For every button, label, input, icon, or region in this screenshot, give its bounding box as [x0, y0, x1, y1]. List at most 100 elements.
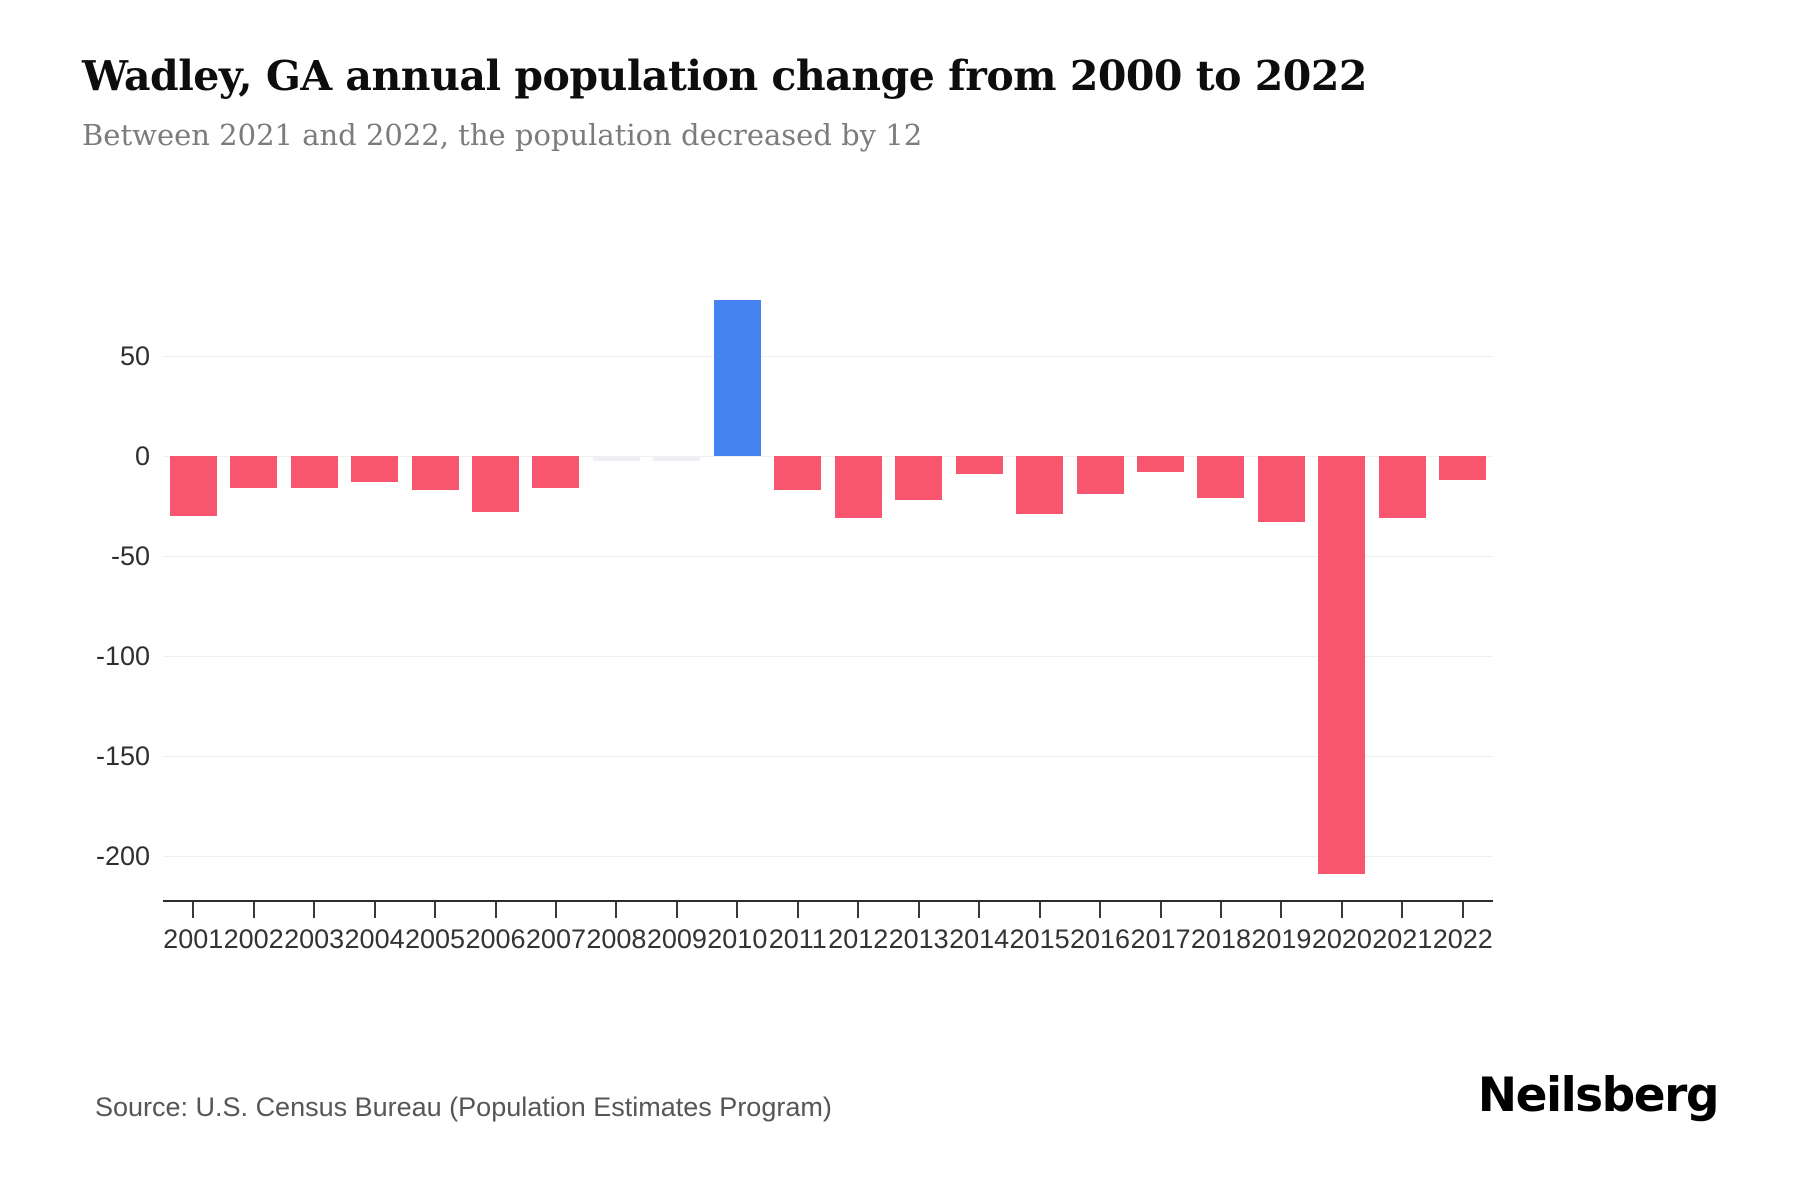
bar-slot-2006 [465, 250, 525, 900]
x-axis-tick [615, 902, 618, 918]
y-axis-label: -200 [95, 841, 150, 871]
x-axis-tick [1401, 902, 1404, 918]
bar-2001[interactable] [169, 456, 217, 516]
x-axis-tick [1461, 902, 1464, 918]
x-axis-label-2008: 2008 [586, 924, 647, 954]
bar-2005[interactable] [411, 456, 459, 490]
x-axis-tick [313, 902, 316, 918]
x-axis-label-2022: 2022 [1432, 924, 1493, 954]
bar-2014[interactable] [955, 456, 1003, 474]
bar-2011[interactable] [774, 456, 822, 490]
bar-2015[interactable] [1016, 456, 1064, 514]
x-axis-label-2004: 2004 [344, 924, 405, 954]
bar-slot-2009 [647, 250, 707, 900]
bar-2006[interactable] [471, 456, 519, 512]
x-axis: 2001 2002 2003 2004 2005 2006 2007 2008 2009 2010… [163, 900, 1493, 960]
bar-slot-2022 [1433, 250, 1493, 900]
y-axis-label: 50 [119, 341, 150, 371]
x-axis-label-2011: 2011 [768, 924, 827, 954]
x-axis-tick [554, 902, 557, 918]
bar-slot-2008 [586, 250, 646, 900]
x-axis-label-2020: 2020 [1311, 924, 1372, 954]
bar-slot-2019 [1251, 250, 1311, 900]
bar-slot-2013 [888, 250, 948, 900]
bar-2019[interactable] [1257, 456, 1305, 522]
bar-2009[interactable] [653, 456, 701, 461]
bar-slot-2014 [949, 250, 1009, 900]
bar-2008[interactable] [592, 456, 640, 461]
bar-2020[interactable] [1318, 456, 1366, 874]
bar-slot-2004 [344, 250, 404, 900]
x-axis-label-2017: 2017 [1130, 924, 1191, 954]
gridline--200 [163, 856, 1493, 857]
x-axis-label-2001: 2001 [163, 924, 224, 954]
bar-slot-2018 [1191, 250, 1251, 900]
x-axis-label-2014: 2014 [949, 924, 1010, 954]
x-axis-label-2012: 2012 [828, 924, 889, 954]
x-axis-label-2005: 2005 [404, 924, 466, 954]
y-axis-label: -50 [110, 541, 150, 571]
bar-slot-2016 [1070, 250, 1130, 900]
bar-2022[interactable] [1439, 456, 1487, 480]
x-axis-tick [373, 902, 376, 918]
bar-slot-2007 [526, 250, 586, 900]
page-subtitle: Between 2021 and 2022, the population de… [82, 118, 923, 152]
x-axis-tick [192, 902, 195, 918]
bar-2007[interactable] [532, 456, 580, 488]
x-axis-label-2006: 2006 [465, 924, 526, 954]
bar-slot-2001 [163, 250, 223, 900]
bar-2010[interactable] [713, 300, 761, 456]
bar-slot-2005 [405, 250, 465, 900]
bar-2012[interactable] [834, 456, 882, 518]
gridline-0 [163, 456, 1493, 457]
x-axis-tick [1340, 902, 1343, 918]
x-axis-tick [252, 902, 255, 918]
bar-2017[interactable] [1136, 456, 1184, 472]
bar-2002[interactable] [230, 456, 278, 488]
x-axis-tick [1038, 902, 1041, 918]
bar-2003[interactable] [290, 456, 338, 488]
bar-slot-2015 [1009, 250, 1069, 900]
bar-2021[interactable] [1378, 456, 1426, 518]
bar-slot-2012 [828, 250, 888, 900]
x-axis-tick [857, 902, 860, 918]
x-axis-tick [1159, 902, 1162, 918]
x-axis-tick [796, 902, 799, 918]
bar-slot-2021 [1372, 250, 1432, 900]
page-title: Wadley, GA annual population change from… [82, 52, 1367, 100]
source-text: Source: U.S. Census Bureau (Population E… [95, 1092, 832, 1122]
bar-2016[interactable] [1076, 456, 1124, 494]
y-axis-labels: 50 0 -50 -100 -150 -200 [43, 250, 150, 900]
x-axis-tick [917, 902, 920, 918]
x-axis-tick [1099, 902, 1102, 918]
bar-2013[interactable] [895, 456, 943, 500]
y-axis-label: 0 [134, 441, 150, 471]
bar-slot-2002 [223, 250, 283, 900]
x-axis-tick [434, 902, 437, 918]
bar-2018[interactable] [1197, 456, 1245, 498]
bar-slot-2017 [1130, 250, 1190, 900]
bar-slot-2011 [768, 250, 828, 900]
y-axis-label: -150 [95, 741, 150, 771]
x-axis-label-2007: 2007 [525, 924, 586, 954]
x-axis-label-2015: 2015 [1009, 924, 1070, 954]
y-axis-label: -100 [95, 641, 150, 671]
gridline--100 [163, 656, 1493, 657]
x-axis-label-2019: 2019 [1251, 924, 1312, 954]
bar-slot-2010 [707, 250, 767, 900]
x-axis-label-2010: 2010 [707, 924, 768, 954]
x-axis-tick [494, 902, 497, 918]
x-axis-label-2021: 2021 [1372, 924, 1433, 954]
x-axis-label-2018: 2018 [1190, 924, 1251, 954]
x-axis-tick [675, 902, 678, 918]
bar-slot-2003 [284, 250, 344, 900]
x-axis-label-2016: 2016 [1069, 924, 1131, 954]
gridline--50 [163, 556, 1493, 557]
x-axis-tick [1280, 902, 1283, 918]
bar-2004[interactable] [351, 456, 399, 482]
x-axis-label-2013: 2013 [888, 924, 949, 954]
bars-layer [163, 250, 1493, 900]
chart-area: 50 0 -50 -100 -150 -200 2001 2002 2003 2004 2005 2… [96, 250, 1493, 954]
x-axis-tick [1219, 902, 1222, 918]
